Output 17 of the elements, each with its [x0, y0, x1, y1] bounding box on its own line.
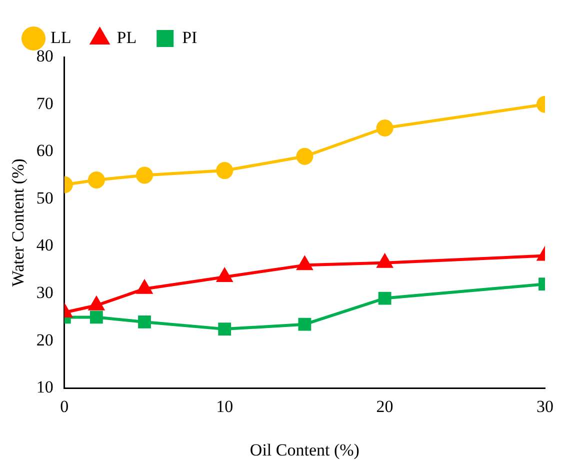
x-tick-label: 30 [536, 396, 554, 416]
x-tick-label: 20 [376, 396, 394, 416]
legend-label: PL [116, 28, 137, 47]
y-tick-label: 30 [36, 283, 54, 302]
y-tick-label: 20 [36, 330, 54, 350]
x-tick-label: 0 [60, 396, 69, 416]
y-tick-label: 70 [36, 94, 54, 113]
y-tick-label: 10 [36, 378, 54, 397]
y-tick-label: 40 [36, 236, 54, 255]
legend-label: PI [182, 28, 198, 47]
y-tick-label: 60 [36, 141, 54, 160]
y-tick-label: 50 [36, 188, 54, 208]
x-tick-label: 10 [216, 396, 234, 416]
y-axis-title: Water Content (%) [8, 158, 28, 287]
x-axis-title: Oil Content (%) [250, 440, 360, 460]
y-tick-label: 80 [36, 46, 54, 66]
legend-label: LL [50, 28, 72, 47]
